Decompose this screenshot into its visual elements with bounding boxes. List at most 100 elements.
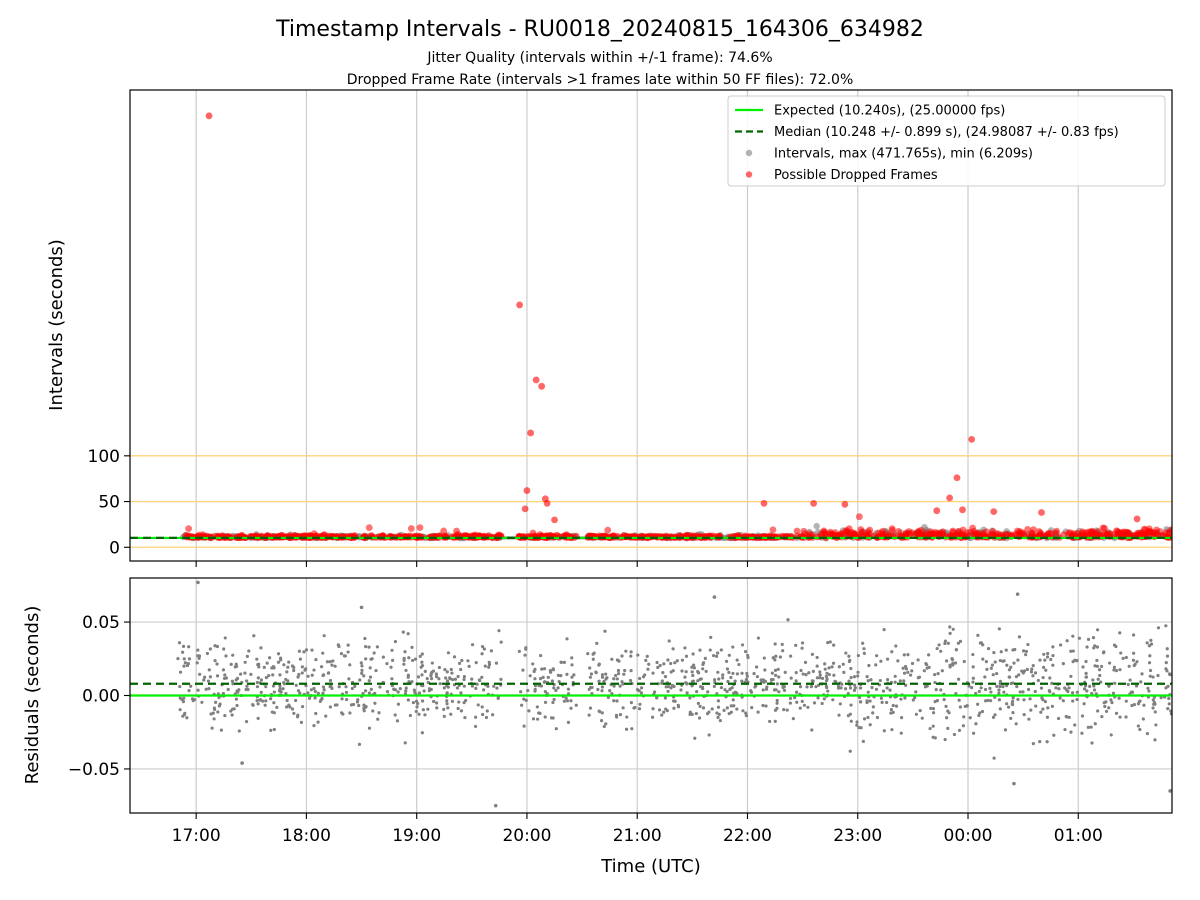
dropped-frame-outlier	[205, 112, 213, 120]
residual-point	[1061, 699, 1065, 703]
residual-point	[954, 648, 959, 652]
top-y-tick-label: 100	[88, 447, 120, 467]
residual-point	[1132, 703, 1136, 707]
residual-point	[735, 691, 739, 695]
residual-point	[1033, 689, 1037, 694]
residual-point	[786, 618, 790, 622]
residual-point	[285, 698, 289, 703]
residual-point	[986, 698, 990, 702]
dropped-frame-point	[844, 529, 851, 537]
residual-point	[374, 668, 378, 673]
residual-point	[623, 668, 627, 673]
residual-point	[467, 664, 471, 669]
residual-point	[237, 729, 241, 733]
residual-point	[914, 690, 918, 694]
residual-point	[402, 662, 406, 666]
residual-point	[980, 709, 985, 714]
residual-point	[679, 688, 683, 692]
residual-point	[816, 696, 820, 700]
residual-point	[487, 662, 492, 667]
residual-point	[998, 658, 1002, 663]
residual-point	[178, 708, 182, 712]
residual-point	[894, 644, 898, 648]
residual-point	[916, 658, 920, 662]
residual-point	[245, 679, 249, 683]
residual-point	[620, 654, 624, 658]
residual-point	[375, 645, 379, 649]
residual-point	[1095, 664, 1100, 668]
residual-point	[633, 705, 637, 710]
residual-point	[1039, 710, 1043, 714]
residual-point	[1031, 674, 1035, 678]
residual-point	[494, 661, 499, 665]
residual-point	[1090, 741, 1094, 745]
residual-point	[676, 703, 680, 707]
residual-point	[385, 689, 390, 694]
residual-point	[868, 723, 872, 727]
residual-point	[328, 678, 333, 683]
residual-point	[256, 676, 260, 680]
dropped-frame-point	[967, 528, 974, 536]
residual-point	[902, 679, 906, 683]
residual-point	[815, 676, 819, 680]
residual-point	[459, 667, 463, 672]
residual-point	[351, 702, 356, 707]
residual-point	[603, 629, 607, 633]
dropped-frame-point	[627, 533, 635, 541]
residual-point	[984, 660, 988, 664]
residual-point	[483, 664, 487, 668]
residual-point	[463, 715, 467, 720]
residual-point	[1092, 646, 1096, 650]
residual-extreme-point	[196, 580, 200, 585]
residual-point	[543, 680, 547, 684]
residual-point	[215, 674, 220, 678]
residual-point	[774, 654, 778, 658]
residual-point	[279, 690, 283, 694]
residual-point	[773, 658, 777, 662]
residual-point	[957, 677, 961, 681]
residual-point	[309, 688, 313, 692]
dropped-frame-point	[407, 525, 415, 532]
residual-point	[728, 687, 732, 692]
residual-point	[1038, 739, 1042, 744]
residual-point	[974, 722, 978, 726]
residual-point	[1124, 655, 1128, 660]
residual-point	[350, 686, 354, 691]
residual-point	[931, 724, 935, 728]
residual-point	[1169, 709, 1172, 713]
residual-point	[1118, 631, 1122, 635]
residual-point	[1046, 651, 1050, 656]
residual-point	[704, 669, 708, 673]
dropped-frame-outlier	[841, 500, 849, 508]
residual-point	[446, 651, 451, 655]
residual-point	[376, 717, 380, 721]
residual-point	[537, 684, 541, 688]
residual-point	[1149, 642, 1154, 646]
x-tick-label: 21:00	[613, 826, 662, 846]
residual-point	[345, 697, 349, 702]
residual-point	[629, 668, 633, 673]
residual-point	[272, 701, 276, 705]
residual-point	[724, 659, 729, 664]
residual-point	[462, 677, 466, 682]
x-tick-label: 23:00	[833, 826, 882, 846]
dropped-frame-outlier	[523, 487, 531, 494]
residual-point	[1022, 713, 1026, 717]
residual-point	[1083, 684, 1088, 688]
residual-point	[1042, 652, 1046, 656]
dropped-frame-point	[365, 524, 373, 532]
residual-point	[1164, 686, 1168, 690]
residual-point	[639, 686, 644, 690]
residual-point	[524, 698, 528, 702]
residual-point	[312, 668, 316, 672]
residual-point	[875, 654, 879, 658]
residual-point	[531, 662, 535, 666]
residual-point	[862, 717, 867, 721]
residual-point	[1164, 624, 1168, 628]
residual-point	[988, 686, 992, 690]
residual-point	[404, 668, 408, 673]
residual-point	[893, 680, 897, 684]
residual-point	[1135, 660, 1139, 664]
residual-point	[826, 641, 830, 645]
residual-point	[264, 699, 268, 703]
